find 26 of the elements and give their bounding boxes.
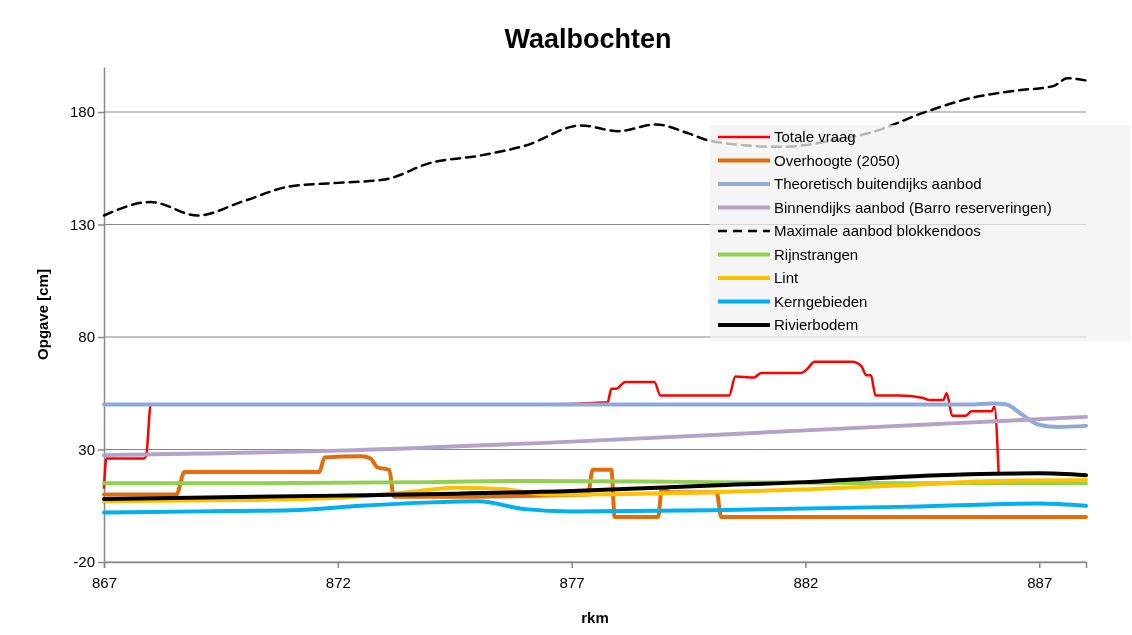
legend-label: Lint (774, 269, 800, 286)
x-tick-label: 887 (1027, 573, 1053, 591)
line-series (102, 499, 1088, 515)
x-axis-title: rkm (581, 609, 609, 626)
y-tick-label: 80 (78, 328, 95, 346)
legend-label: Kerngebieden (774, 292, 868, 310)
x-tick-label: 872 (325, 573, 351, 591)
legend-label: Rijnstrangen (774, 245, 859, 263)
y-tick-label: 30 (78, 440, 95, 458)
legend-label: Rivierbodem (774, 316, 859, 333)
chart-title: Waalbochten (504, 24, 672, 54)
legend-label: Maximale aanbod blokkendoos (774, 222, 981, 239)
legend-label: Binnendijks aanbod (Barro reserveringen) (774, 198, 1052, 216)
y-tick-label: 180 (69, 103, 95, 121)
y-axis-title: Opgave [cm] (34, 269, 51, 360)
legend-label: Totale vraag (774, 128, 856, 145)
y-tick-label: 130 (69, 215, 95, 233)
legend-label: Theoretisch buitendijks aanbod (774, 175, 982, 192)
x-tick-label: 877 (559, 573, 585, 591)
x-tick-label: 867 (91, 573, 118, 591)
legend-label: Overhoogte (2050) (774, 151, 900, 169)
line-series (102, 477, 1088, 504)
line-series (102, 401, 1088, 429)
x-tick-label: 882 (793, 573, 819, 591)
line-series (102, 471, 1088, 501)
y-tick-label: -20 (73, 553, 95, 571)
